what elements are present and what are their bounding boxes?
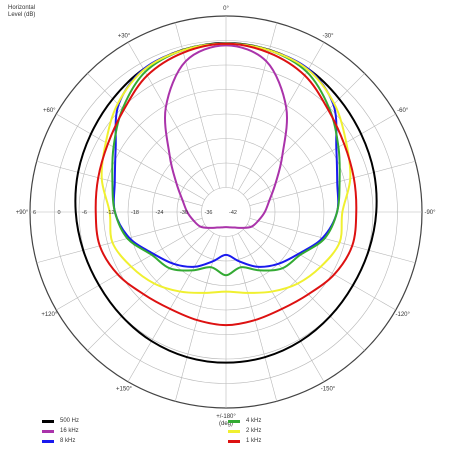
radial-tick-label: -18: [131, 210, 139, 216]
legend-swatch: [42, 440, 54, 443]
angle-tick-label: +30°: [118, 33, 131, 39]
legend-swatch: [228, 430, 240, 433]
series-line-0: [74, 41, 378, 364]
series-line-2: [112, 42, 340, 268]
polar-grid: [29, 15, 423, 409]
angle-tick-label: -150°: [321, 387, 336, 393]
series-line-1: [164, 44, 288, 229]
grid-spoke: [243, 73, 365, 195]
grid-spoke: [243, 229, 365, 351]
tick-labels: 0° +30° -30° +60° -60° +90° -90° +120° -120° +150…: [16, 6, 436, 427]
angle-tick-label: +90°: [16, 210, 29, 216]
grid-spoke: [174, 235, 220, 402]
legend-label: 4 kHz: [246, 418, 262, 424]
angle-unit-label: (deg): [219, 421, 233, 427]
angle-tick-label: -120°: [395, 312, 410, 318]
radial-tick-label: -42: [229, 210, 237, 216]
legend-swatch: [42, 430, 54, 433]
angle-tick-label: +150°: [116, 387, 133, 393]
grid-spoke: [237, 233, 325, 382]
grid-spoke: [56, 113, 205, 201]
radial-tick-label: -30: [180, 210, 188, 216]
radial-tick-label: -36: [205, 210, 213, 216]
grid-spoke: [127, 42, 215, 191]
angle-tick-label: -90°: [424, 210, 436, 216]
angle-tick-label: -30°: [322, 33, 334, 39]
radial-tick-label: 6: [33, 210, 36, 216]
legend-label: 2 kHz: [246, 428, 262, 434]
radial-tick-label: -6: [82, 210, 87, 216]
grid-spoke: [127, 233, 215, 382]
grid-spoke: [232, 235, 278, 402]
grid-spoke: [247, 113, 396, 201]
legend-swatch: [228, 420, 240, 423]
radial-tick-label: -12: [107, 210, 115, 216]
series-layer: [74, 41, 378, 364]
grid-spoke: [36, 160, 203, 206]
grid-spoke: [237, 42, 325, 191]
legend-swatch: [228, 440, 240, 443]
angle-tick-label: +120°: [41, 312, 58, 318]
chart-title-line-1: Horizontal: [8, 5, 36, 11]
grid-spoke: [36, 218, 203, 264]
series-line-3: [111, 42, 341, 277]
legend-label: 16 kHz: [60, 428, 79, 434]
grid-spoke: [249, 160, 416, 206]
legend-swatch: [42, 420, 54, 423]
angle-tick-label: 0°: [223, 6, 229, 12]
grid-spoke: [87, 229, 209, 351]
series-line-5: [94, 42, 358, 327]
angle-tick-label: +/-180°: [216, 414, 236, 420]
angle-tick-label: +60°: [43, 108, 56, 114]
legend-label: 500 Hz: [60, 418, 80, 424]
radial-tick-label: -24: [156, 210, 164, 216]
radial-tick-label: 0: [58, 210, 61, 216]
chart-title-line-2: Level (dB): [8, 12, 36, 18]
legend-label: 1 kHz: [246, 438, 262, 444]
grid-spoke: [87, 73, 209, 195]
series-line-4: [100, 42, 352, 294]
angle-tick-label: -60°: [397, 108, 409, 114]
legend-label: 8 kHz: [60, 438, 76, 444]
grid-spoke: [249, 218, 416, 264]
